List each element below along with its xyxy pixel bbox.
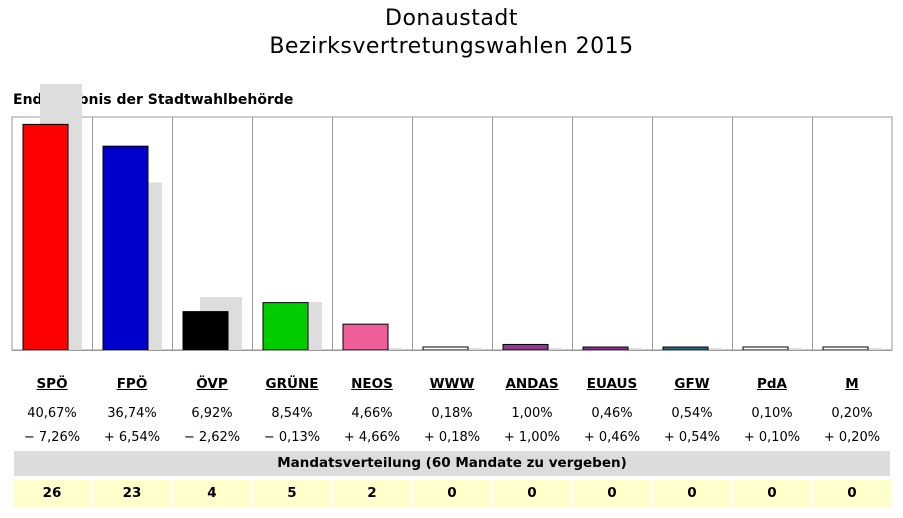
mandate-count-fpö: 23 xyxy=(93,480,171,507)
party-label-m[interactable]: M xyxy=(845,376,859,392)
party-label-pda[interactable]: PdA xyxy=(756,376,787,392)
chart-subtitle: Endergebnis der Stadtwahlbehörde xyxy=(13,92,294,108)
percent-row: 40,67% 36,74% 6,92% 8,54% 4,66% 0,18% 1,00% 0,4… xyxy=(12,406,892,421)
party-label-andas[interactable]: ANDAS xyxy=(505,376,559,392)
change-label-spö: − 7,26% xyxy=(23,430,81,445)
mandate-header: Mandatsverteilung (60 Mandate zu vergebe… xyxy=(14,451,890,476)
party-label-neos[interactable]: NEOS xyxy=(351,376,393,392)
party-names-row: SPÖ FPÖ ÖVP GRÜNE NEOS WWW ANDAS EUAUS GFW PdA M xyxy=(12,376,892,392)
change-row: − 7,26% + 6,54% − 2,62% − 0,13% + 4,66% + 0,1… xyxy=(12,430,892,445)
percent-label-andas: 1,00% xyxy=(511,406,553,421)
bar-www xyxy=(422,346,469,351)
party-label-fpö[interactable]: FPÖ xyxy=(116,376,148,392)
party-label-grüne[interactable]: GRÜNE xyxy=(265,376,319,392)
percent-label-euaus: 0,46% xyxy=(591,406,633,421)
mandate-count-grüne: 5 xyxy=(253,480,331,507)
party-label-övp[interactable]: ÖVP xyxy=(196,376,228,392)
party-label-spö[interactable]: SPÖ xyxy=(36,376,68,392)
mandate-count-pda: 0 xyxy=(733,480,811,507)
percent-label-övp: 6,92% xyxy=(191,406,233,421)
percent-label-www: 0,18% xyxy=(431,406,473,421)
bar-gfw xyxy=(662,346,709,351)
change-label-pda: + 0,10% xyxy=(743,430,801,445)
bar-euaus xyxy=(582,346,629,351)
mandate-count-andas: 0 xyxy=(493,480,571,507)
change-label-övp: − 2,62% xyxy=(183,430,241,445)
bar-spö xyxy=(22,123,69,351)
mandate-count-m: 0 xyxy=(813,480,891,507)
bar-övp xyxy=(182,311,229,351)
percent-label-gfw: 0,54% xyxy=(671,406,713,421)
percent-label-m: 0,20% xyxy=(831,406,873,421)
bar-neos xyxy=(342,323,389,351)
mandate-count-spö: 26 xyxy=(13,480,91,507)
bar-m xyxy=(822,346,869,351)
percent-label-fpö: 36,74% xyxy=(107,406,157,421)
change-label-euaus: + 0,46% xyxy=(583,430,641,445)
change-label-www: + 0,18% xyxy=(423,430,481,445)
change-label-andas: + 1,00% xyxy=(503,430,561,445)
mandate-count-euaus: 0 xyxy=(573,480,651,507)
percent-label-pda: 0,10% xyxy=(751,406,793,421)
change-label-m: + 0,20% xyxy=(823,430,881,445)
chart-title: Donaustadt xyxy=(385,6,518,31)
percent-label-grüne: 8,54% xyxy=(271,406,313,421)
bar-andas xyxy=(502,343,549,351)
party-label-gfw[interactable]: GFW xyxy=(674,376,710,392)
mandate-count-www: 0 xyxy=(413,480,491,507)
party-label-euaus[interactable]: EUAUS xyxy=(586,376,638,392)
bar-pda xyxy=(742,346,789,351)
change-label-fpö: + 6,54% xyxy=(103,430,161,445)
mandate-count-övp: 4 xyxy=(173,480,251,507)
mandate-count-gfw: 0 xyxy=(653,480,731,507)
mandate-count-neos: 2 xyxy=(333,480,411,507)
chart-title-line2: Bezirksvertretungswahlen 2015 xyxy=(269,34,634,59)
party-label-www[interactable]: WWW xyxy=(429,376,475,392)
percent-label-spö: 40,67% xyxy=(27,406,77,421)
bar-fpö xyxy=(102,145,149,351)
change-label-grüne: − 0,13% xyxy=(263,430,321,445)
change-label-neos: + 4,66% xyxy=(343,430,401,445)
mandate-row: 26 23 4 5 2 0 0 0 0 0 0 xyxy=(12,480,892,507)
bar-grüne xyxy=(262,302,309,351)
change-label-gfw: + 0,54% xyxy=(663,430,721,445)
percent-label-neos: 4,66% xyxy=(351,406,393,421)
